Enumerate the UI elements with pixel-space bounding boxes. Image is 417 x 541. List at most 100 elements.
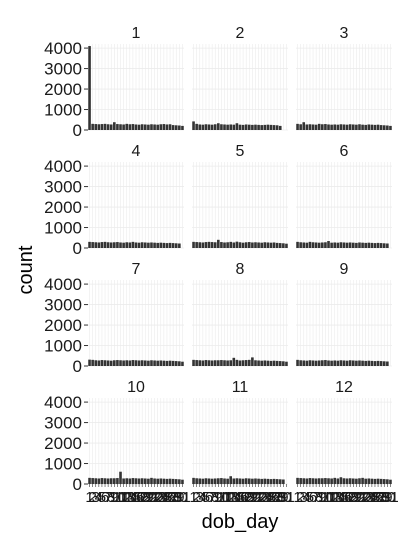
- bar-day-27: [272, 242, 276, 248]
- facet-panel-5: 5: [192, 143, 288, 249]
- bar-day-3: [198, 124, 202, 130]
- bar-day-7: [106, 124, 110, 130]
- bar-day-31: [285, 243, 288, 248]
- bar-day-10: [324, 242, 327, 248]
- bar-day-20: [355, 360, 358, 366]
- bar-day-12: [330, 124, 333, 130]
- bar-day-18: [348, 124, 352, 130]
- bar-day-23: [156, 242, 159, 248]
- y-tick-label: 2000: [44, 434, 82, 453]
- x-tick-label: 24: [256, 489, 273, 506]
- bar-day-15: [339, 477, 343, 484]
- bar-day-18: [348, 360, 352, 366]
- x-tick-label: 11: [321, 489, 337, 506]
- bar-day-4: [201, 360, 205, 366]
- bar-day-21: [150, 360, 153, 366]
- bar-day-14: [128, 242, 132, 248]
- bar-day-18: [244, 124, 248, 130]
- x-tick-label: 26: [263, 489, 280, 506]
- bar-day-30: [282, 361, 285, 366]
- bar-day-2: [91, 359, 94, 366]
- bar-day-18: [140, 242, 144, 248]
- bar-day-13: [333, 360, 337, 366]
- x-tick-label: 2: [296, 489, 304, 506]
- bar-day-28: [171, 478, 175, 484]
- bar-day-8: [109, 124, 113, 130]
- x-tick-label: 24: [360, 489, 377, 506]
- bar-day-14: [336, 124, 340, 130]
- bar-day-30: [178, 243, 181, 248]
- bar-day-25: [370, 360, 374, 366]
- x-tick-label: 7: [312, 489, 320, 506]
- bar-day-1: [296, 359, 299, 366]
- x-tick-label: 29: [376, 489, 393, 506]
- bar-day-4: [201, 478, 205, 484]
- bar-day-13: [229, 360, 233, 366]
- bar-day-18: [244, 478, 248, 484]
- bar-day-19: [143, 478, 147, 484]
- bar-day-15: [131, 478, 135, 484]
- facet-panel-6: 6: [296, 143, 392, 249]
- bar-day-25: [162, 478, 166, 484]
- bar-day-15: [339, 242, 343, 248]
- bar-day-11: [119, 124, 122, 130]
- bar-day-1: [88, 359, 91, 366]
- x-tick-label: 10: [317, 489, 334, 506]
- bar-day-19: [143, 124, 147, 130]
- bar-day-23: [364, 360, 367, 366]
- bar-day-29: [174, 243, 178, 248]
- x-tick-label: 3: [300, 489, 308, 506]
- bar-day-3: [302, 360, 306, 366]
- bar-day-8: [213, 242, 217, 248]
- y-tick-label: 0: [73, 239, 82, 258]
- bar-day-11: [119, 360, 122, 366]
- bar-day-24: [159, 124, 163, 130]
- x-tick-label: 14: [225, 489, 242, 506]
- bar-day-24: [263, 242, 267, 248]
- bar-day-4: [97, 242, 101, 248]
- x-tick-label: 26: [159, 489, 176, 506]
- bar-day-13: [125, 123, 129, 130]
- bar-day-23: [156, 478, 159, 484]
- y-tick-label: 1000: [44, 219, 82, 238]
- bar-day-21: [358, 242, 361, 248]
- bar-day-22: [361, 124, 364, 130]
- bar-day-29: [174, 125, 178, 130]
- bar-day-9: [217, 123, 220, 130]
- bar-day-29: [382, 125, 386, 130]
- x-tick-label: 7: [104, 489, 112, 506]
- bar-day-6: [311, 242, 315, 248]
- bar-day-25: [162, 124, 166, 130]
- bar-day-17: [241, 478, 245, 484]
- bar-day-20: [355, 124, 358, 130]
- x-tick-label: 11: [217, 489, 233, 506]
- bar-day-23: [156, 360, 159, 366]
- bar-day-16: [342, 242, 346, 248]
- bar-day-16: [238, 242, 242, 248]
- bar-day-6: [207, 241, 211, 248]
- facet-strip-label: 10: [127, 379, 145, 396]
- x-tick-label: 28: [269, 489, 286, 506]
- x-tick-label: 31: [278, 489, 295, 506]
- x-tick-label: 16: [336, 489, 353, 506]
- bar-day-24: [263, 124, 267, 130]
- bar-day-1: [192, 241, 195, 248]
- bar-day-21: [358, 478, 361, 484]
- bar-day-28: [171, 360, 175, 366]
- bar-day-13: [125, 360, 129, 366]
- bar-day-7: [314, 360, 318, 366]
- x-tick-label: 14: [121, 489, 138, 506]
- bar-day-18: [348, 478, 352, 484]
- bar-day-25: [266, 478, 270, 484]
- bar-day-9: [321, 478, 324, 484]
- bar-day-16: [342, 360, 346, 366]
- facet-panel-12: 1212345678910111213141516171819202122232…: [293, 379, 398, 506]
- bar-day-12: [330, 360, 333, 366]
- bar-day-28: [275, 242, 279, 248]
- bar-day-17: [241, 124, 245, 130]
- bar-day-10: [116, 242, 119, 248]
- bar-day-3: [198, 478, 202, 484]
- bar-day-16: [134, 360, 138, 366]
- bar-day-8: [317, 123, 321, 130]
- bar-day-2: [299, 360, 302, 366]
